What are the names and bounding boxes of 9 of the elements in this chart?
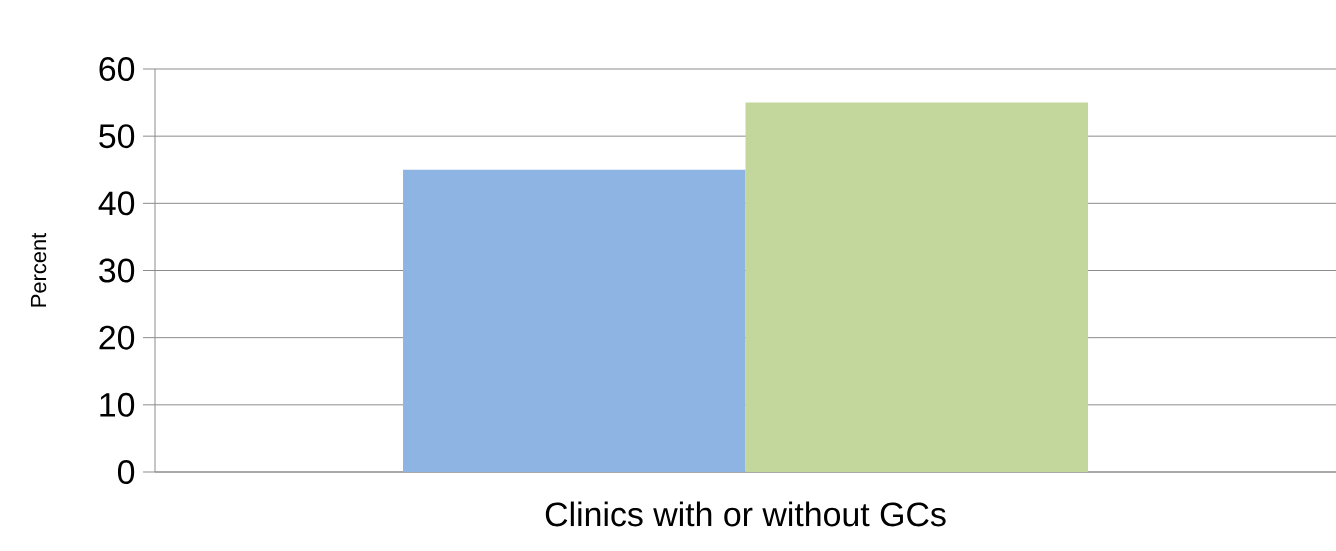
y-tick-label: 60 — [99, 57, 135, 81]
x-tick-label: Clinics with or without GCs — [545, 501, 946, 527]
y-tick-label: 30 — [99, 258, 135, 283]
y-tick-label: 10 — [100, 392, 135, 417]
y-axis-title: Percent — [30, 232, 47, 307]
y-tick-label: 0 — [117, 460, 135, 484]
y-tick-label: 40 — [98, 191, 135, 216]
y-tick-label: 20 — [99, 325, 135, 350]
y-tick-label: 50 — [99, 124, 135, 149]
